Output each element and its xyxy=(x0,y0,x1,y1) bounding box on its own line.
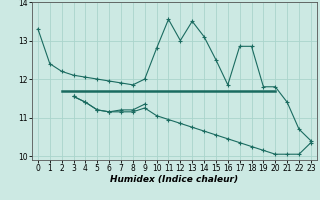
X-axis label: Humidex (Indice chaleur): Humidex (Indice chaleur) xyxy=(110,175,238,184)
